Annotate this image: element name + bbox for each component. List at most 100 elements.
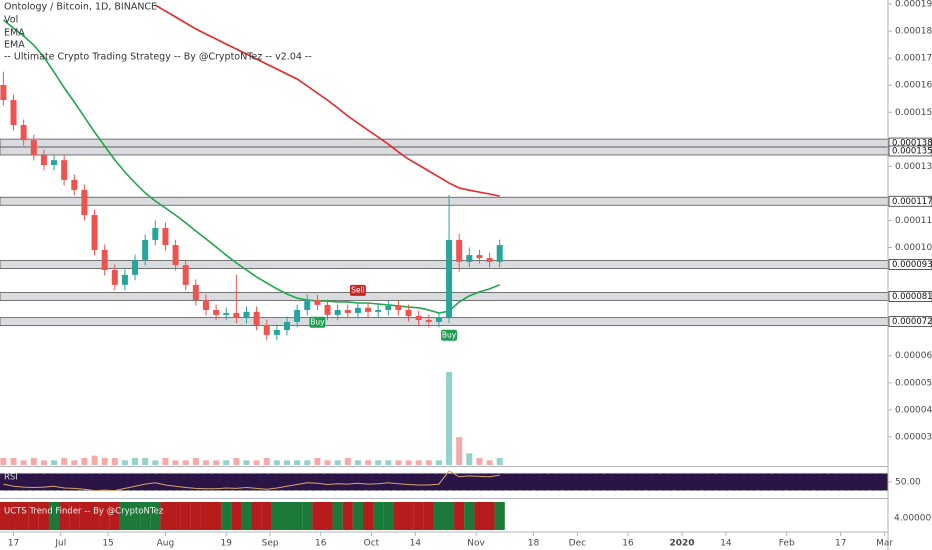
volume-bar — [385, 460, 392, 465]
rsi-line — [3, 470, 500, 492]
trend-stripe — [362, 502, 374, 530]
volume-bar — [213, 460, 220, 465]
signal-label: Buy — [310, 317, 325, 326]
x-tick-label: 14 — [720, 539, 732, 549]
trend-stripe — [423, 502, 434, 530]
volume-bar — [172, 460, 179, 465]
rsi-tick-label: 50.00 — [895, 477, 921, 487]
ema-line — [154, 4, 500, 197]
trend-stripe — [18, 502, 29, 530]
signal-box — [349, 284, 366, 296]
level-label: 0.00013569 — [892, 146, 932, 156]
candle-body — [354, 307, 361, 313]
volume-bar — [334, 460, 341, 465]
volume-bar — [405, 460, 412, 465]
candle-body — [486, 258, 493, 262]
trend-label: UCTS Trend Finder -- By @CryptoNTez — [4, 507, 164, 517]
y-tick-label: 0.00016000 — [895, 81, 932, 91]
trend-stripe — [312, 502, 323, 530]
candle-body — [51, 160, 58, 166]
volume-bar — [273, 460, 280, 465]
candle-body — [142, 239, 149, 260]
trend-stripe — [292, 502, 303, 530]
trend-stripe — [231, 502, 242, 530]
trend-stripe — [200, 502, 212, 530]
y-tick-label: 0.00018000 — [895, 27, 932, 37]
trend-stripe — [79, 502, 90, 530]
x-tick-label: Dec — [569, 539, 586, 549]
x-tick-label: Jul — [54, 539, 66, 549]
volume-bar — [283, 460, 290, 465]
candle-body — [202, 299, 209, 310]
trend-stripe — [373, 502, 384, 530]
candle-body — [476, 255, 483, 259]
candle-body — [0, 84, 7, 101]
volume-bar — [486, 460, 493, 465]
chart-title: Ontology / Bitcoin, 1D, BINANCE — [4, 2, 157, 13]
x-tick-label: Nov — [467, 539, 485, 549]
volume-bar — [304, 460, 311, 465]
volume-bar — [162, 458, 169, 465]
trend-stripe — [281, 502, 293, 530]
legend-entry: EMA — [4, 40, 25, 51]
trend-stripe — [261, 502, 272, 530]
trend-stripe — [89, 502, 100, 530]
volume-bar — [263, 458, 270, 465]
trend-stripe — [160, 502, 171, 530]
y-tick-label: 0.00011000 — [895, 216, 932, 226]
candle-body — [283, 321, 290, 331]
candle-body — [132, 259, 139, 275]
trend-stripe — [393, 502, 404, 530]
candle-body — [233, 312, 240, 318]
candle-body — [405, 310, 412, 316]
volume-bar — [314, 458, 321, 465]
candle-body — [182, 265, 189, 285]
candle-body — [121, 274, 128, 285]
volume-bar — [446, 372, 453, 465]
trend-stripe — [484, 502, 495, 530]
trend-stripe — [129, 502, 141, 530]
y-tick-label: 0.00010000 — [895, 243, 932, 253]
volume-bar — [91, 455, 98, 465]
candle-body — [466, 255, 473, 262]
candle-body — [294, 310, 301, 322]
candle-body — [162, 228, 169, 246]
signal-box — [309, 316, 326, 328]
level-label: 0.00011710 — [892, 197, 932, 207]
legend-entry: -- Ultimate Crypto Trading Strategy -- B… — [4, 52, 312, 63]
trend-stripe — [38, 502, 49, 530]
volume-bar — [233, 458, 240, 465]
trend-stripe — [433, 502, 445, 530]
volume-bar — [456, 437, 463, 465]
volume-bar — [354, 460, 361, 465]
trend-stripe — [474, 502, 485, 530]
candle-body — [213, 310, 220, 315]
x-tick-label: 15 — [102, 539, 113, 549]
level-zone — [0, 260, 888, 269]
trend-stripe — [8, 502, 19, 530]
x-tick-label: 17 — [8, 539, 19, 549]
x-tick-label: Sep — [262, 539, 279, 549]
candle-body — [101, 249, 108, 270]
candle-body — [273, 330, 280, 335]
trend-stripe — [342, 502, 353, 530]
volume-bar — [476, 458, 483, 465]
x-tick-label: 2020 — [670, 539, 695, 549]
x-tick-label: Aug — [157, 539, 175, 549]
trend-stripe — [99, 502, 110, 530]
candle-body — [456, 239, 463, 262]
trend-stripe — [322, 502, 333, 530]
volume-bar — [365, 460, 372, 465]
candle-body — [253, 311, 260, 325]
trend-stripe — [0, 502, 9, 530]
volume-bar — [121, 460, 128, 465]
volume-bar — [223, 460, 230, 465]
rsi-label: RSI — [4, 473, 18, 483]
level-label: 0.00013860 — [892, 139, 932, 149]
volume-bar — [496, 458, 503, 465]
signal-label: Buy — [442, 330, 457, 339]
level-label-box — [888, 259, 932, 270]
candle-body — [334, 310, 341, 315]
candle-body — [30, 140, 37, 155]
